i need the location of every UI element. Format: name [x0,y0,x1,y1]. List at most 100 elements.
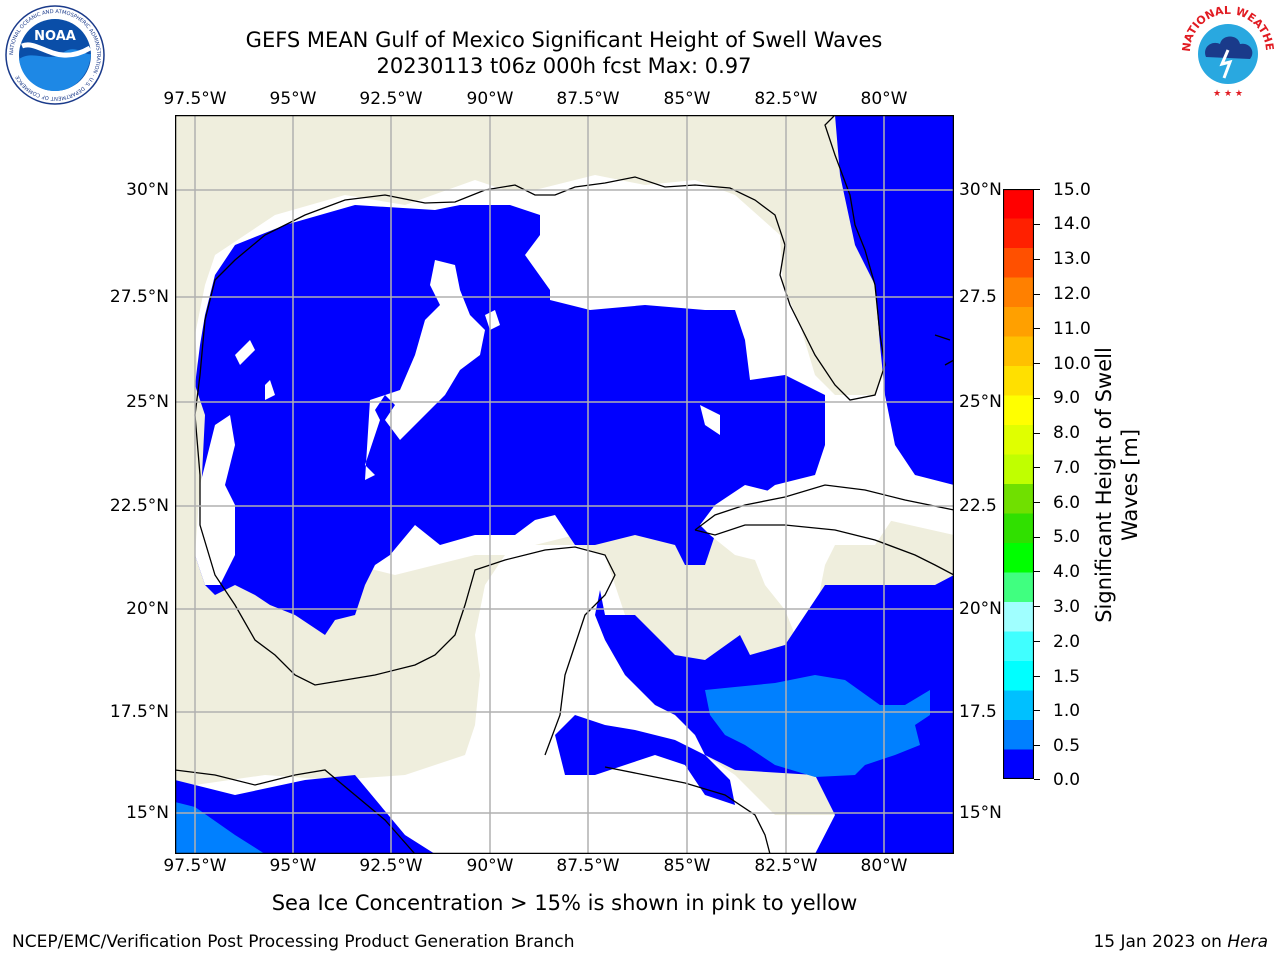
nws-logo: NATIONAL WEATHER SERVICE ★ ★ ★ [1174,0,1278,106]
colorbar-swatch [1003,631,1034,662]
swell-0.5-1m-pacific [175,802,265,854]
colorbar-swatch [1003,366,1034,396]
sea-ice-footnote: Sea Ice Concentration > 15% is shown in … [271,891,858,915]
lat-tick-right: 30°N [959,180,1002,200]
colorbar-label: Significant Height of Swell Waves [m] [1091,347,1143,623]
no-data-patch [365,260,485,480]
lon-tick-bottom: 95°W [269,856,317,876]
lat-tick-left: 22.5°N [109,496,169,516]
lon-tick-top: 92.5°W [359,89,423,109]
swell-0-0.5m-yucatan-channel [555,715,735,805]
credit-branch: NCEP/EMC/Verification Post Processing Pr… [12,932,575,952]
lon-tick-top: 80°W [860,89,908,109]
coastline-honduras [604,766,771,855]
lat-tick-right: 25°N [959,392,1002,412]
colorbar-swatch [1003,572,1034,603]
lon-tick-bottom: 82.5°W [754,856,818,876]
no-data-patch [700,485,954,635]
colorbar-tick: 3.0 [1053,597,1081,617]
colorbar-border [1002,188,1035,780]
colorbar-tick: 2.0 [1053,632,1081,652]
lat-tick-right: 15°N [959,803,1002,823]
map-canvas [174,114,955,855]
swell-0.5-1m-caribbean [705,675,930,777]
colorbar-tick: 1.5 [1053,667,1081,687]
colorbar-tick: 8.0 [1053,423,1081,443]
credit-date: 15 Jan 2023 on Hera [1093,932,1268,952]
coastline-cuba [694,484,955,576]
colorbar-swatch [1003,395,1034,426]
colorbar-swatch [1003,749,1034,780]
colorbar-swatch [1003,425,1034,455]
lat-tick-right: 17.5 [959,702,997,722]
credit-machine: Hera [1227,932,1268,952]
lat-tick-right: 27.5 [959,287,997,307]
colorbar-tick: 7.0 [1053,458,1081,478]
lon-tick-top: 82.5°W [754,89,818,109]
lat-tick-right: 22.5 [959,496,997,516]
swell-0-0.5m-atlantic [835,115,954,485]
colorbar-swatch [1003,602,1034,632]
colorbar-swatch [1003,218,1034,249]
coastline-central-america [174,769,416,855]
lon-tick-top: 95°W [269,89,317,109]
map-border [174,114,955,855]
colorbar-tick: 1.0 [1053,701,1081,721]
colorbar-swatch [1003,336,1034,367]
colorbar-swatch [1003,484,1034,514]
lat-tick-right: 20°N [959,599,1002,619]
swell-0-0.5m-pacific [175,775,435,854]
colorbar-swatch [1003,543,1034,573]
svg-text:★ ★ ★: ★ ★ ★ [1213,89,1243,99]
colorbar-tick: 0.0 [1053,770,1081,790]
noaa-logo: NATIONAL OCEANIC AND ATMOSPHERIC ADMINIS… [4,4,106,110]
credit-date-text: 15 Jan 2023 on [1093,932,1228,952]
colorbar-tick: 6.0 [1053,493,1081,513]
colorbar [1002,188,1035,780]
lon-tick-top: 87.5°W [556,89,620,109]
map-panel [174,114,955,855]
no-data-patch [265,380,275,400]
colorbar-swatch [1003,189,1034,219]
colorbar-swatches [1002,188,1035,780]
colorbar-swatch [1003,277,1034,308]
lon-tick-bottom: 97.5°W [163,856,227,876]
no-data-patch [598,200,610,213]
swell-0-0.5m-gulf [195,205,825,635]
no-data-patch [485,310,500,330]
colorbar-tick: 0.5 [1053,736,1081,756]
lat-tick-left: 17.5°N [109,702,169,722]
noaa-logo-text: NOAA [34,29,76,44]
lon-tick-bottom: 80°W [860,856,908,876]
colorbar-tick: 14.0 [1053,214,1091,234]
lon-tick-top: 90°W [466,89,514,109]
colorbar-tick: 5.0 [1053,527,1081,547]
colorbar-swatch [1003,720,1034,750]
colorbar-tick: 12.0 [1053,284,1091,304]
colorbar-tick: 4.0 [1053,562,1081,582]
lon-tick-bottom: 85°W [663,856,711,876]
colorbar-tick: 13.0 [1053,249,1091,269]
colorbar-tick: 15.0 [1053,180,1091,200]
chart-subtitle: 20230113 t06z 000h fcst Max: 0.97 [376,54,752,78]
colorbar-swatch [1003,513,1034,544]
no-data-patch [700,405,720,435]
lat-tick-left: 27.5°N [109,287,169,307]
lat-tick-left: 15°N [126,803,169,823]
lon-tick-bottom: 92.5°W [359,856,423,876]
lat-tick-left: 30°N [126,180,169,200]
colorbar-swatch [1003,690,1034,721]
lon-tick-top: 97.5°W [163,89,227,109]
lon-tick-bottom: 90°W [466,856,514,876]
colorbar-tick: 10.0 [1053,354,1091,374]
lat-tick-left: 25°N [126,392,169,412]
colorbar-swatch [1003,248,1034,278]
graticule [175,115,954,854]
colorbar-swatch [1003,661,1034,691]
lat-tick-left: 20°N [126,599,169,619]
lon-tick-bottom: 87.5°W [556,856,620,876]
no-data-patch [235,340,255,365]
colorbar-swatch [1003,454,1034,485]
coastline-mexico [194,319,616,756]
colorbar-label-line2: Waves [m] [1118,428,1142,542]
